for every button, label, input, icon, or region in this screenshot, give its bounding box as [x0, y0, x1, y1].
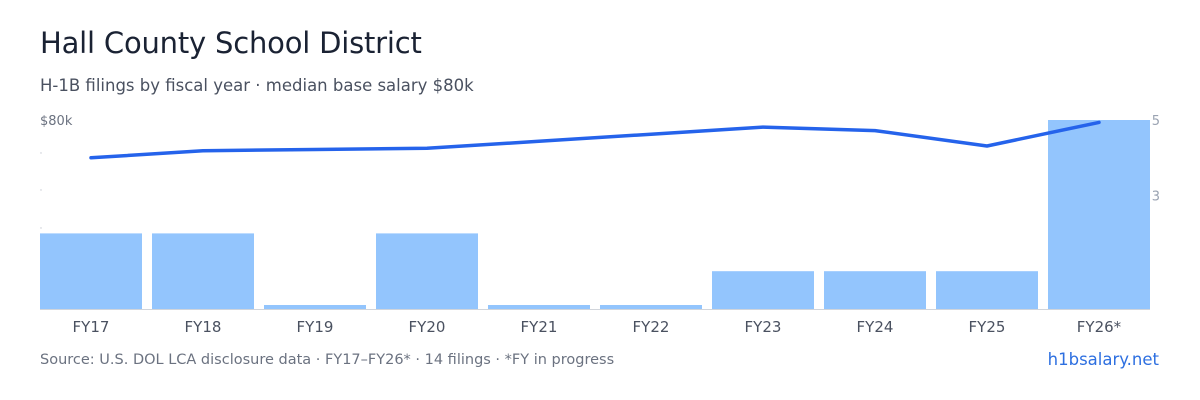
y-right-tick-label: 3 — [1152, 190, 1160, 205]
bar-FY23 — [712, 271, 814, 309]
bar-FY21 — [488, 305, 590, 309]
bar-FY22 — [600, 305, 702, 309]
bar-FY18 — [152, 233, 254, 309]
y-right-tick-label: 5 — [1152, 114, 1160, 129]
x-tick-label: FY18 — [185, 318, 222, 336]
x-tick-label: FY22 — [633, 318, 670, 336]
chart-title: Hall County School District — [40, 26, 422, 60]
y-left-tick-dot — [40, 189, 42, 191]
x-tick-label: FY25 — [969, 318, 1006, 336]
bar-FY19 — [264, 305, 366, 309]
brand-link[interactable]: h1bsalary.net — [1047, 350, 1159, 369]
salary-line — [89, 120, 1101, 160]
y-left-tick-label: $80k — [40, 114, 73, 129]
x-tick-label: FY17 — [73, 318, 110, 336]
bar-FY26* — [1048, 120, 1150, 309]
x-tick-label: FY21 — [521, 318, 558, 336]
y-left-tick-dot — [40, 227, 42, 229]
x-tick-label: FY26* — [1077, 318, 1122, 336]
chart-subtitle: H-1B filings by fiscal year · median bas… — [40, 76, 474, 95]
bar-FY17 — [40, 233, 142, 309]
bar-FY20 — [376, 233, 478, 309]
source-note: Source: U.S. DOL LCA disclosure data · F… — [40, 352, 615, 368]
bar-FY25 — [936, 271, 1038, 309]
x-tick-label: FY20 — [409, 318, 446, 336]
y-left-tick-dot — [40, 152, 42, 154]
x-tick-label: FY23 — [745, 318, 782, 336]
bar-FY24 — [824, 271, 926, 309]
x-tick-label: FY19 — [297, 318, 334, 336]
x-tick-label: FY24 — [857, 318, 894, 336]
